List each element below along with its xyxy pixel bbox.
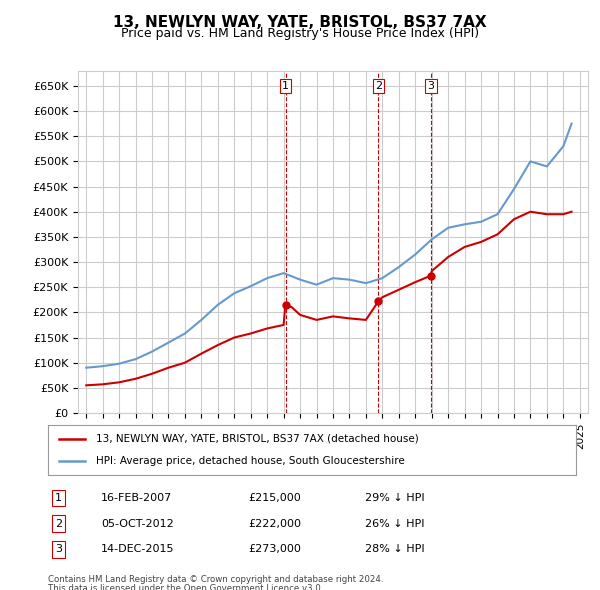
Text: 05-OCT-2012: 05-OCT-2012 — [101, 519, 173, 529]
Text: 2: 2 — [55, 519, 62, 529]
Text: 2: 2 — [375, 81, 382, 91]
Text: 28% ↓ HPI: 28% ↓ HPI — [365, 545, 424, 554]
Text: 1: 1 — [55, 493, 62, 503]
Text: 16-FEB-2007: 16-FEB-2007 — [101, 493, 172, 503]
Text: 3: 3 — [427, 81, 434, 91]
Text: Contains HM Land Registry data © Crown copyright and database right 2024.: Contains HM Land Registry data © Crown c… — [48, 575, 383, 584]
Text: 1: 1 — [282, 81, 289, 91]
Text: £215,000: £215,000 — [248, 493, 301, 503]
Text: £273,000: £273,000 — [248, 545, 302, 554]
Text: 29% ↓ HPI: 29% ↓ HPI — [365, 493, 424, 503]
Text: 13, NEWLYN WAY, YATE, BRISTOL, BS37 7AX: 13, NEWLYN WAY, YATE, BRISTOL, BS37 7AX — [113, 15, 487, 30]
Text: 14-DEC-2015: 14-DEC-2015 — [101, 545, 175, 554]
Text: 13, NEWLYN WAY, YATE, BRISTOL, BS37 7AX (detached house): 13, NEWLYN WAY, YATE, BRISTOL, BS37 7AX … — [95, 434, 418, 444]
Text: Price paid vs. HM Land Registry's House Price Index (HPI): Price paid vs. HM Land Registry's House … — [121, 27, 479, 40]
Text: £222,000: £222,000 — [248, 519, 302, 529]
Text: 3: 3 — [55, 545, 62, 554]
Text: 26% ↓ HPI: 26% ↓ HPI — [365, 519, 424, 529]
Text: HPI: Average price, detached house, South Gloucestershire: HPI: Average price, detached house, Sout… — [95, 456, 404, 466]
Text: This data is licensed under the Open Government Licence v3.0.: This data is licensed under the Open Gov… — [48, 584, 323, 590]
